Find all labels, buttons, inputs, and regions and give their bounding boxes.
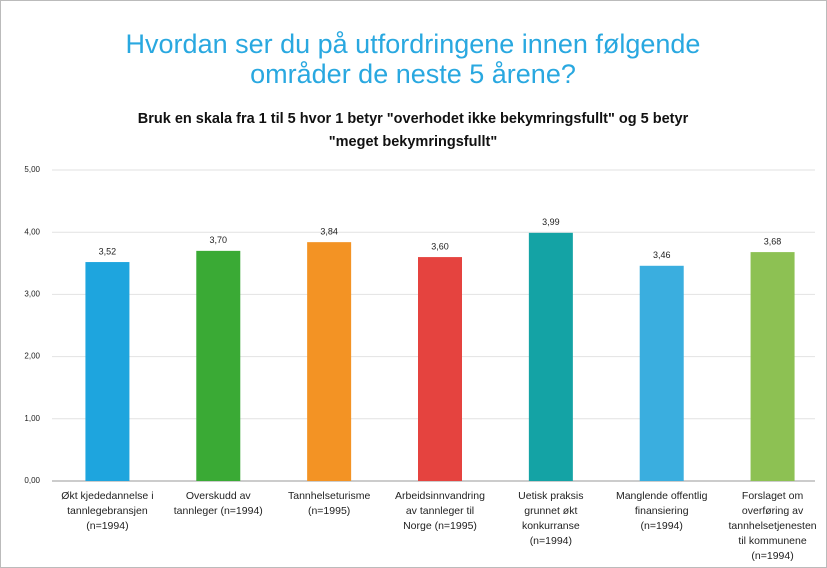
bar — [85, 262, 130, 481]
bar — [307, 242, 352, 481]
value-label: 3,46 — [653, 250, 671, 260]
y-tick-label: 3,00 — [24, 290, 40, 299]
chart-title: Hvordan ser du på utfordringene innen fø… — [126, 29, 701, 59]
value-label: 3,84 — [320, 227, 338, 237]
x-tick-label: Overskudd av — [186, 490, 252, 502]
chart-title: områder de neste 5 årene? — [250, 59, 576, 89]
y-tick-label: 0,00 — [24, 476, 40, 485]
value-label: 3,60 — [431, 241, 449, 251]
x-tick-label: Norge (n=1995) — [403, 520, 477, 532]
x-tick-label: Uetisk praksis — [518, 490, 583, 502]
x-tick-label: overføring av — [742, 505, 804, 517]
x-tick-label: (n=1994) — [751, 550, 793, 562]
x-tick-label: Arbeidsinnvandring — [395, 490, 485, 502]
bar — [418, 257, 462, 481]
y-tick-label: 2,00 — [24, 352, 40, 361]
x-tick-label: (n=1994) — [86, 520, 128, 532]
x-tick-label: (n=1994) — [530, 535, 572, 547]
y-tick-label: 4,00 — [24, 227, 40, 236]
value-label: 3,52 — [99, 246, 117, 256]
x-tick-label: konkurranse — [522, 520, 580, 532]
x-tick-label: (n=1995) — [308, 505, 350, 517]
x-tick-label: finansiering — [635, 505, 689, 517]
x-tick-label: tannhelsetjenesten — [728, 520, 816, 532]
value-label: 3,99 — [542, 217, 560, 227]
y-tick-label: 5,00 — [24, 165, 40, 174]
x-tick-label: av tannleger til — [406, 505, 474, 517]
chart-subtitle: "meget bekymringsfullt" — [329, 134, 497, 150]
bar — [639, 265, 684, 481]
bar — [750, 252, 795, 481]
x-tick-label: Manglende offentlig — [616, 490, 708, 502]
x-tick-label: tannlegebransjen — [67, 505, 148, 517]
x-tick-label: (n=1994) — [641, 520, 683, 532]
x-tick-label: Tannhelseturisme — [288, 490, 370, 502]
x-tick-label: Forslaget om — [742, 490, 804, 502]
value-label: 3,70 — [210, 235, 228, 245]
bar — [528, 232, 573, 481]
bar — [196, 250, 241, 481]
chart-subtitle: Bruk en skala fra 1 til 5 hvor 1 betyr "… — [138, 111, 689, 127]
x-tick-label: grunnet økt — [524, 505, 577, 517]
x-tick-label: Økt kjededannelse i — [61, 490, 153, 502]
x-tick-label: tannleger (n=1994) — [174, 505, 263, 517]
value-label: 3,68 — [764, 236, 782, 246]
y-tick-label: 1,00 — [24, 414, 40, 423]
x-tick-label: til kommunene — [738, 535, 806, 547]
